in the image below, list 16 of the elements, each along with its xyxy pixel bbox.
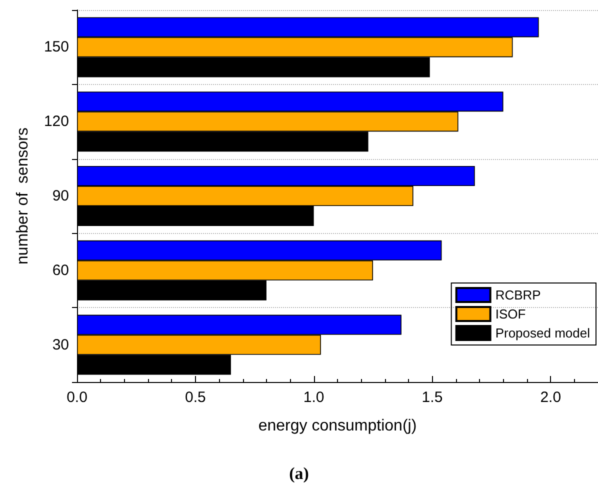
x-tick-label: 2.0 [540,389,562,406]
y-axis-title: number of sensors [14,128,32,264]
legend-label: Proposed model [495,326,590,340]
y-tick-label: 150 [44,38,69,56]
legend-label: ISOF [495,306,526,322]
y-tick-label: 90 [52,188,69,204]
x-axis-title: energy consumption(j) [258,418,417,434]
y-tick-label: 30 [52,336,69,354]
y-tick-label: 120 [44,113,69,130]
x-tick-label: 1.0 [303,389,324,406]
x-tick-label: 0.5 [184,389,206,406]
x-tick-label: 0.0 [66,389,88,406]
text: (a) [289,464,309,483]
x-tick-label: 1.5 [422,389,443,406]
legend-label: RCBRP [495,288,541,302]
y-tick-label: 60 [52,262,69,279]
